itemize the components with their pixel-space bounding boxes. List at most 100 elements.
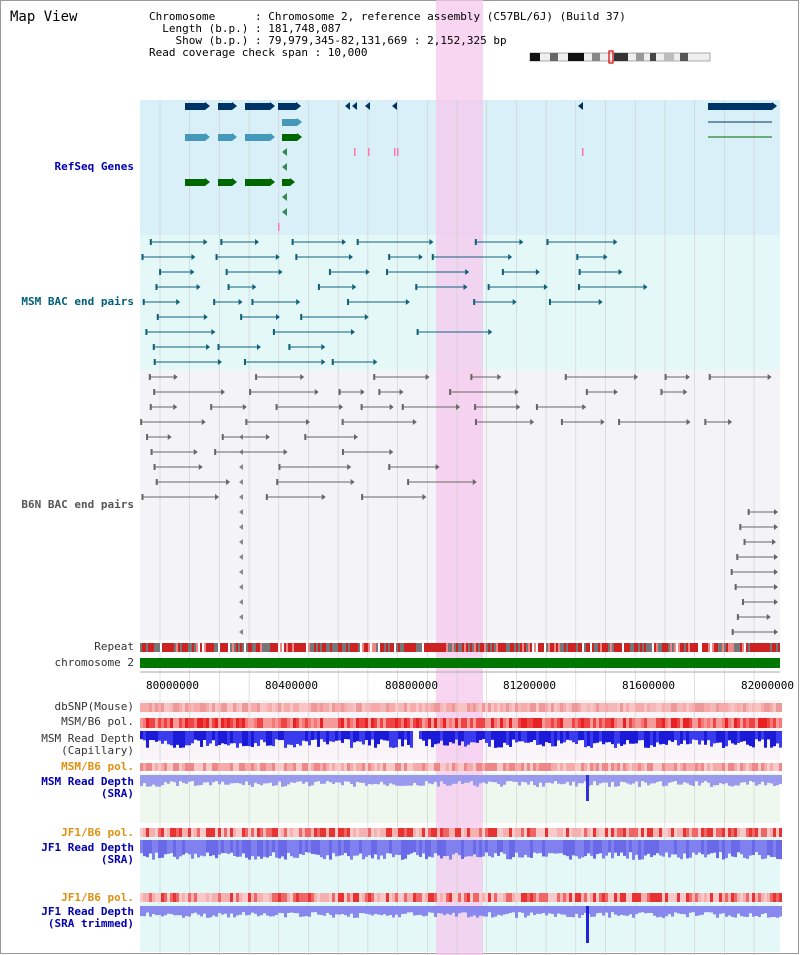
- jf1-pol2-cell: [473, 893, 476, 902]
- msm-pol-cell: [764, 718, 767, 728]
- repeat-segment: [358, 643, 360, 652]
- jf1-sra-depth-bar: [677, 840, 680, 858]
- jf1-sra-depth-bar: [326, 840, 329, 856]
- jf1-pol-cell: [146, 828, 149, 837]
- capillary-depth-bar: [539, 731, 542, 745]
- msm-pol2-cell: [539, 763, 542, 771]
- track-label-refseq[interactable]: RefSeq Genes: [54, 160, 134, 173]
- msm-pol2-cell: [554, 763, 557, 771]
- track-label-msm-depth-capillary[interactable]: MSM Read Depth (Capillary): [41, 732, 134, 757]
- jf1-trim-depth-bar: [227, 906, 230, 918]
- b6n-bac-pair: [774, 554, 778, 560]
- track-label-msm-b6-pol-2[interactable]: MSM/B6 pol.: [61, 760, 134, 773]
- jf1-pol2-cell: [749, 893, 752, 902]
- jf1-pol-cell: [203, 828, 206, 837]
- ideogram-band: [614, 53, 628, 61]
- capillary-depth-bar: [761, 731, 764, 740]
- dbsnp-cell: [722, 703, 725, 712]
- msm-pol-cell: [602, 718, 605, 728]
- msm-bac-pair: [501, 269, 504, 275]
- track-label-jf1-depth-sra[interactable]: JF1 Read Depth (SRA): [41, 841, 134, 866]
- jf1-pol-cell: [548, 828, 551, 837]
- msm-pol-cell: [512, 718, 515, 728]
- jf1-trim-depth-bar: [470, 906, 473, 917]
- jf1-trim-depth-bar: [185, 906, 188, 917]
- track-label-msm-depth-sra[interactable]: MSM Read Depth (SRA): [41, 775, 134, 800]
- jf1-trim-depth-bar: [734, 906, 737, 918]
- jf1-pol2-cell: [632, 893, 635, 902]
- repeat-segment: [292, 643, 294, 652]
- jf1-pol-cell: [425, 828, 428, 837]
- track-label-b6n-bac[interactable]: B6N BAC end pairs: [21, 498, 134, 511]
- repeat-segment: [430, 643, 432, 652]
- repeat-segment: [654, 643, 656, 652]
- b6n-bac-pair: [728, 419, 733, 425]
- jf1-pol2-cell: [614, 893, 617, 902]
- dbsnp-cell: [755, 703, 758, 712]
- track-label-jf1-b6-pol-2[interactable]: JF1/B6 pol.: [61, 891, 134, 904]
- repeat-segment: [668, 643, 670, 652]
- repeat-segment: [648, 643, 650, 652]
- repeat-segment: [730, 643, 732, 652]
- msm-pol2-cell: [161, 763, 164, 771]
- jf1-sra-depth-bar: [692, 840, 695, 853]
- jf1-trim-depth-bar: [230, 906, 233, 914]
- msm-bac-pair: [255, 239, 260, 245]
- msm-pol2-cell: [377, 763, 380, 771]
- jf1-trim-depth-bar: [446, 906, 449, 914]
- track-label-repeat[interactable]: Repeat: [94, 640, 134, 653]
- repeat-segment: [326, 643, 328, 652]
- jf1-pol2-cell: [356, 893, 359, 902]
- jf1-pol2-cell: [194, 893, 197, 902]
- repeat-segment: [324, 643, 326, 652]
- jf1-pol2-cell: [416, 893, 419, 902]
- jf1-pol2-cell: [140, 893, 143, 902]
- msm-bac-pair: [176, 299, 181, 305]
- jf1-trim-depth-bar: [221, 906, 224, 915]
- capillary-depth-bar: [380, 731, 383, 740]
- msm-pol-cell: [248, 718, 251, 728]
- msm-bac-pair: [598, 299, 603, 305]
- msm-bac-pair: [153, 359, 156, 365]
- jf1-trim-depth-bar: [317, 906, 320, 915]
- gene-arrow: [352, 102, 357, 110]
- msm-pol2-cell: [527, 763, 530, 771]
- jf1-pol-cell: [299, 828, 302, 837]
- repeat-segment: [658, 643, 660, 652]
- track-label-jf1-b6-pol[interactable]: JF1/B6 pol.: [61, 826, 134, 839]
- repeat-segment: [156, 643, 158, 652]
- track-label-msm-bac[interactable]: MSM BAC end pairs: [21, 295, 134, 308]
- jf1-sra-depth-bar: [215, 840, 218, 859]
- jf1-trim-depth-bar: [545, 906, 548, 916]
- jf1-pol-cell: [716, 828, 719, 837]
- msm-sra-depth-bar: [389, 775, 392, 784]
- msm-bac-pair: [203, 314, 208, 320]
- msm-pol2-cell: [239, 763, 242, 771]
- msm-pol2-cell: [701, 763, 704, 771]
- track-label-chromosome[interactable]: chromosome 2: [54, 656, 134, 669]
- dbsnp-cell: [500, 703, 503, 712]
- jf1-pol2-cell: [536, 893, 539, 902]
- jf1-trim-depth-bar: [290, 906, 293, 913]
- track-label-msm-b6-pol[interactable]: MSM/B6 pol.: [61, 715, 134, 728]
- msm-pol-cell: [593, 718, 596, 728]
- msm-pol2-cell: [761, 763, 764, 771]
- repeat-segment: [750, 643, 752, 652]
- jf1-trim-depth-bar: [677, 906, 680, 914]
- capillary-depth-bar: [350, 731, 353, 748]
- jf1-trim-depth-bar: [695, 906, 698, 916]
- jf1-pol-cell: [449, 828, 452, 837]
- msm-pol2-cell: [197, 763, 200, 771]
- track-label-jf1-depth-trimmed[interactable]: JF1 Read Depth (SRA trimmed): [41, 905, 134, 930]
- msm-pol-cell: [359, 718, 362, 728]
- jf1-pol2-cell: [239, 893, 242, 902]
- jf1-pol-cell: [362, 828, 365, 837]
- capillary-depth-bar: [368, 731, 371, 746]
- dbsnp-cell: [305, 703, 308, 712]
- jf1-pol-cell: [422, 828, 425, 837]
- jf1-sra-depth-bar: [335, 840, 338, 857]
- track-label-dbsnp[interactable]: dbSNP(Mouse): [54, 700, 134, 713]
- repeat-segment: [240, 643, 242, 652]
- b6n-bac-pair: [283, 449, 288, 455]
